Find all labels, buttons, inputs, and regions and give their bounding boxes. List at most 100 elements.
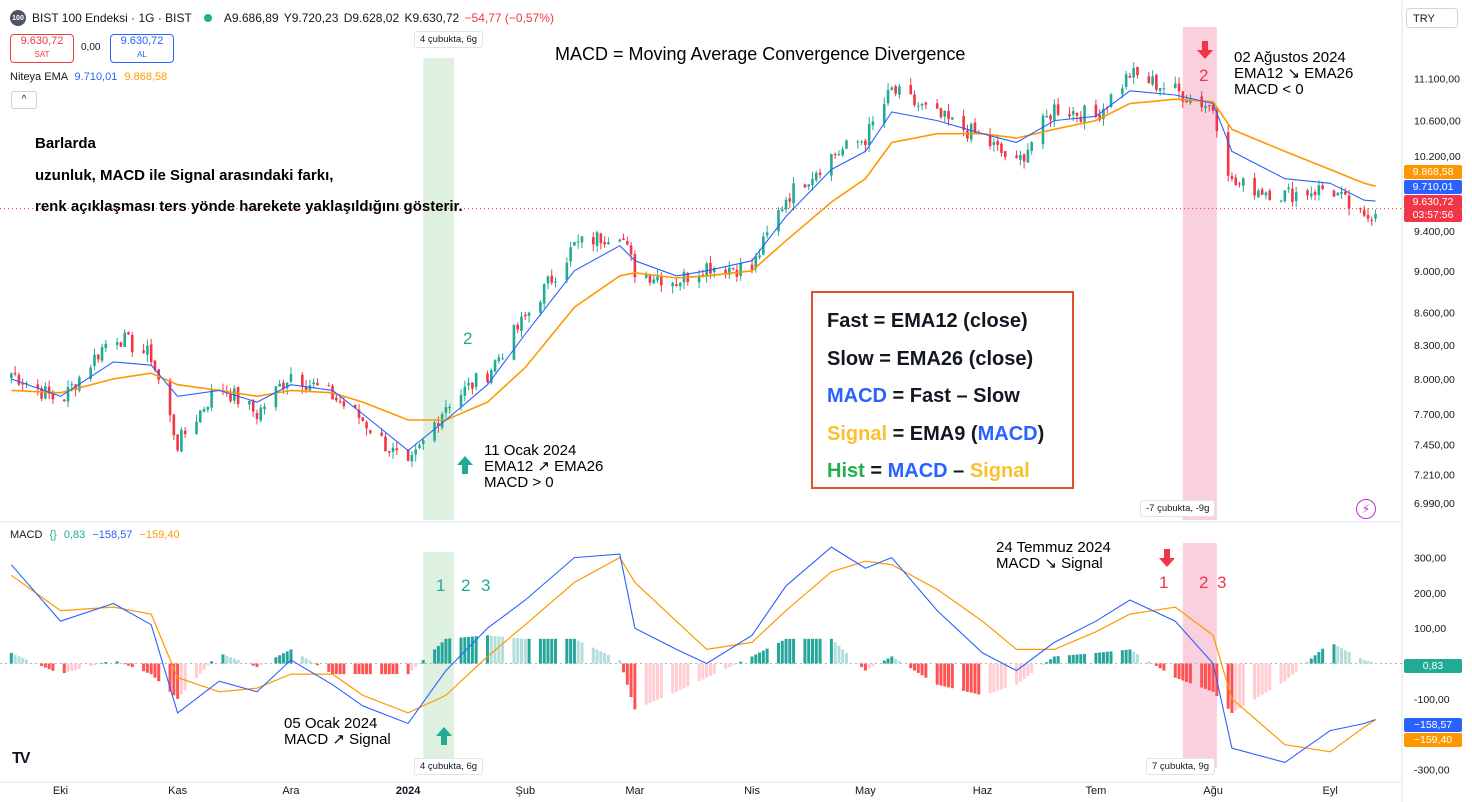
histogram-bar [965, 663, 969, 692]
ema-legend[interactable]: Niteya EMA 9.710,01 9.868,58 [10, 71, 167, 83]
candle [440, 414, 444, 428]
candle [304, 386, 308, 390]
candle [130, 335, 134, 353]
candle [920, 104, 924, 106]
candle [712, 267, 716, 273]
histogram-bar [519, 638, 523, 664]
histogram-bar [890, 656, 894, 664]
ema-fast-value: 9.710,01 [74, 71, 118, 83]
currency-selector[interactable]: TRY [1406, 8, 1458, 28]
histogram-bar [300, 656, 304, 664]
lightning-icon[interactable]: ⚡ [1356, 499, 1376, 519]
histogram-bar [1211, 663, 1215, 692]
candle [104, 343, 108, 349]
jul24-cross: MACD ↘ Signal [996, 555, 1103, 572]
histogram-bar [353, 663, 357, 675]
candle [754, 256, 758, 269]
candle [198, 410, 202, 423]
candle [1362, 209, 1366, 216]
collapse-legend-button[interactable]: ^ [11, 91, 37, 109]
code-icon[interactable]: {} [49, 529, 57, 541]
candle [93, 354, 96, 366]
histogram-bar [1374, 663, 1378, 664]
macd-legend[interactable]: MACD {} 0,83 −158,57 −159,40 [10, 529, 180, 541]
histogram-bar [497, 636, 501, 664]
histogram-bar [1147, 661, 1151, 664]
candle [1102, 108, 1105, 119]
histogram-bar [538, 638, 542, 664]
histogram-bar [656, 663, 660, 700]
time-tick-label: May [855, 785, 876, 797]
candle [569, 247, 572, 262]
histogram-bar [1290, 663, 1294, 675]
histogram-bar [312, 662, 316, 664]
buy-button[interactable]: 9.630,72 AL [110, 34, 174, 63]
candle [845, 140, 848, 149]
candle [467, 382, 470, 386]
histogram-bar [807, 638, 811, 664]
histogram-bar [939, 663, 943, 686]
candle [591, 237, 595, 245]
candle [550, 275, 554, 283]
ema-name: Niteya EMA [10, 71, 68, 83]
histogram-bar [603, 652, 607, 664]
histogram-bar [1200, 663, 1204, 688]
candle [312, 382, 315, 385]
candle [830, 154, 833, 176]
histogram-bar [1336, 646, 1340, 664]
hist-dash: – [947, 460, 970, 482]
histogram-bar [992, 663, 996, 692]
tradingview-logo-icon[interactable]: TV [12, 750, 31, 767]
histogram-bar [754, 654, 758, 664]
sell-button[interactable]: 9.630,72 SAT [10, 34, 74, 63]
histogram-bar [886, 658, 890, 664]
candle [66, 386, 70, 402]
histogram-bar [648, 663, 652, 703]
histogram-bar [724, 663, 728, 669]
histogram-bar [659, 663, 663, 699]
histogram-bar [969, 663, 973, 693]
highlight-red-price [1182, 27, 1217, 520]
candle [788, 198, 792, 202]
candle [603, 241, 606, 245]
histogram-bar [77, 663, 81, 670]
candle [803, 184, 807, 188]
histogram-bar [149, 663, 153, 675]
candle [251, 400, 255, 412]
candle [890, 87, 894, 90]
time-tick-label: Nis [744, 785, 760, 797]
histogram-bar [629, 663, 633, 698]
buy-price: 9.630,72 [120, 35, 164, 47]
histogram-bar [1151, 663, 1155, 665]
candle [644, 273, 648, 278]
histogram-bar [761, 650, 765, 664]
price-tick-label: 11.100,00 [1414, 73, 1460, 85]
histogram-bar [1030, 663, 1034, 674]
histogram-bar [1052, 656, 1056, 664]
candle [1336, 192, 1340, 196]
histogram-bar [977, 663, 981, 695]
histogram-bar [1238, 663, 1242, 709]
histogram-bar [1306, 661, 1310, 664]
histogram-bar [1260, 663, 1264, 695]
candle [1158, 88, 1162, 91]
candle [1226, 132, 1230, 176]
symbol-title[interactable]: BIST 100 Endeksi · 1G · BIST [32, 11, 192, 25]
candle [301, 374, 304, 387]
aug02-date: 02 Ağustos 2024 [1234, 49, 1346, 66]
candle [675, 284, 678, 287]
candle [909, 84, 913, 95]
macd-formula: MACD = Fast – Slow [827, 378, 1072, 416]
candle [864, 140, 867, 146]
histogram-bar [576, 640, 580, 664]
candle [274, 386, 278, 408]
histogram-bar [705, 663, 709, 678]
candle [935, 103, 939, 109]
histogram-bar [304, 658, 308, 664]
symbol-header: 100 BIST 100 Endeksi · 1G · BIST A9.686,… [10, 10, 556, 26]
histogram-bar [554, 638, 558, 664]
histogram-bar [580, 642, 584, 664]
histogram-bar [1056, 656, 1060, 664]
candle [565, 262, 569, 281]
